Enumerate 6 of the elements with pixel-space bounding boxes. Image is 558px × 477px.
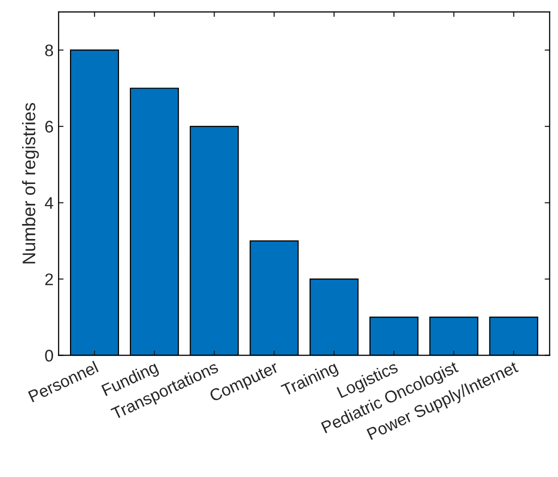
y-tick-label: 8 — [45, 44, 54, 56]
y-tick-label: 6 — [45, 120, 53, 133]
y-tick-label: 0 — [45, 350, 54, 362]
y-tick-label: 4 — [44, 197, 54, 209]
y-tick-label: 2 — [45, 273, 53, 286]
y-axis-title: Number of registries — [22, 103, 39, 264]
